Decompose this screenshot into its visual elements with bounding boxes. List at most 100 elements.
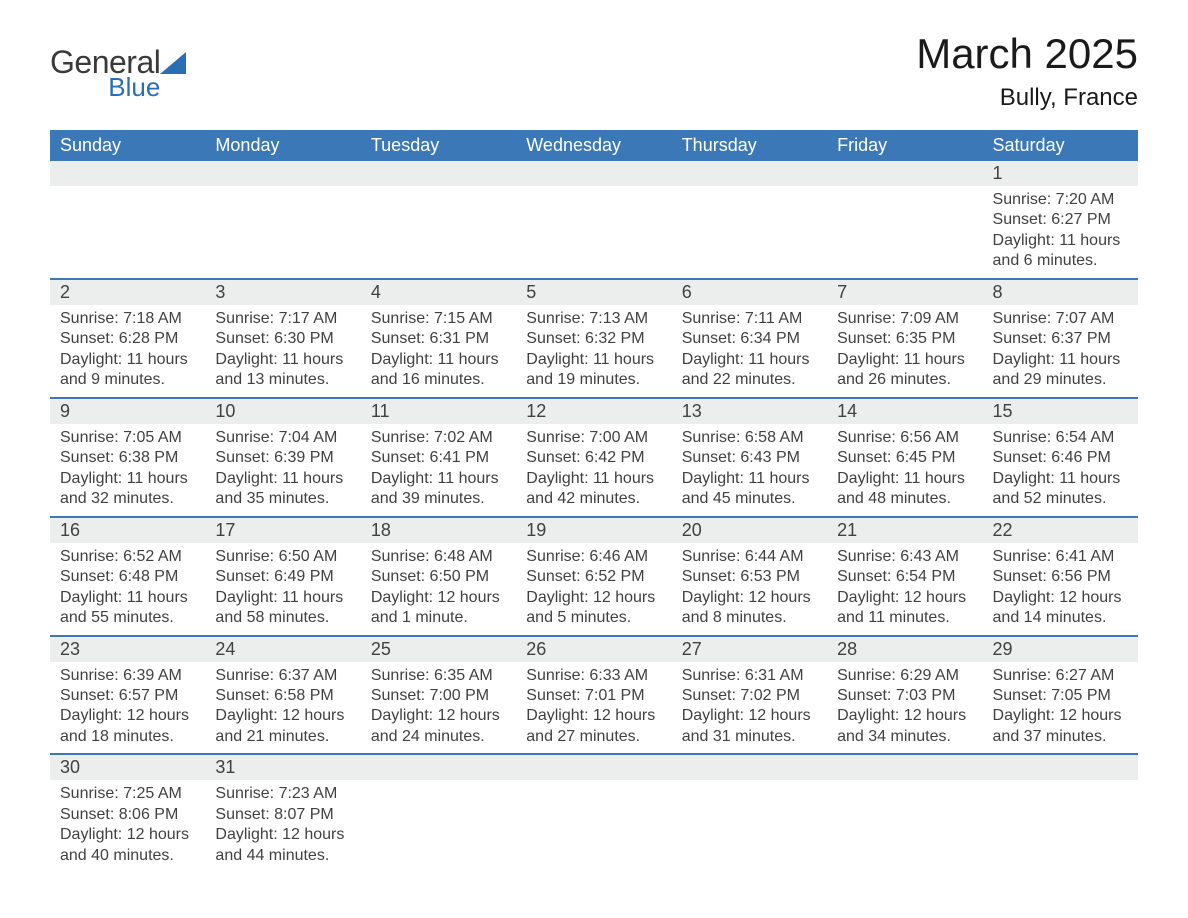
day-number <box>827 755 982 780</box>
calendar-day-cell: 26Sunrise: 6:33 AMSunset: 7:01 PMDayligh… <box>516 636 671 755</box>
day-details: Sunrise: 6:31 AMSunset: 7:02 PMDaylight:… <box>672 662 827 754</box>
calendar-day-cell: 8Sunrise: 7:07 AMSunset: 6:37 PMDaylight… <box>983 279 1138 398</box>
day-sunset: Sunset: 6:52 PM <box>526 567 661 587</box>
calendar-day-cell: 17Sunrise: 6:50 AMSunset: 6:49 PMDayligh… <box>205 517 360 636</box>
calendar-day-cell: 11Sunrise: 7:02 AMSunset: 6:41 PMDayligh… <box>361 398 516 517</box>
day-dl2: and 35 minutes. <box>215 489 350 509</box>
calendar-header-row: SundayMondayTuesdayWednesdayThursdayFrid… <box>50 130 1138 161</box>
day-dl2: and 52 minutes. <box>993 489 1128 509</box>
day-number: 13 <box>672 399 827 424</box>
calendar-week-row: 30Sunrise: 7:25 AMSunset: 8:06 PMDayligh… <box>50 754 1138 872</box>
day-dl1: Daylight: 12 hours <box>526 706 661 726</box>
day-details: Sunrise: 7:11 AMSunset: 6:34 PMDaylight:… <box>672 305 827 397</box>
day-dl1: Daylight: 12 hours <box>993 588 1128 608</box>
day-dl2: and 40 minutes. <box>60 846 195 866</box>
day-sunrise: Sunrise: 6:29 AM <box>837 666 972 686</box>
day-number <box>50 161 205 186</box>
day-number: 14 <box>827 399 982 424</box>
day-sunrise: Sunrise: 6:44 AM <box>682 547 817 567</box>
day-sunrise: Sunrise: 7:18 AM <box>60 309 195 329</box>
day-number <box>983 755 1138 780</box>
day-dl2: and 44 minutes. <box>215 846 350 866</box>
day-dl2: and 27 minutes. <box>526 727 661 747</box>
day-details: Sunrise: 7:15 AMSunset: 6:31 PMDaylight:… <box>361 305 516 397</box>
day-sunrise: Sunrise: 7:13 AM <box>526 309 661 329</box>
calendar-day-cell: 20Sunrise: 6:44 AMSunset: 6:53 PMDayligh… <box>672 517 827 636</box>
day-dl2: and 31 minutes. <box>682 727 817 747</box>
day-details <box>361 780 516 840</box>
day-sunset: Sunset: 6:28 PM <box>60 329 195 349</box>
day-number: 16 <box>50 518 205 543</box>
day-dl1: Daylight: 11 hours <box>60 469 195 489</box>
day-number: 29 <box>983 637 1138 662</box>
day-details: Sunrise: 6:44 AMSunset: 6:53 PMDaylight:… <box>672 543 827 635</box>
calendar-day-cell: 14Sunrise: 6:56 AMSunset: 6:45 PMDayligh… <box>827 398 982 517</box>
day-dl1: Daylight: 12 hours <box>371 588 506 608</box>
day-dl1: Daylight: 11 hours <box>993 231 1128 251</box>
day-details <box>205 186 360 246</box>
day-number <box>516 755 671 780</box>
day-dl1: Daylight: 11 hours <box>837 350 972 370</box>
day-dl2: and 22 minutes. <box>682 370 817 390</box>
calendar-day-cell: 3Sunrise: 7:17 AMSunset: 6:30 PMDaylight… <box>205 279 360 398</box>
day-sunset: Sunset: 6:38 PM <box>60 448 195 468</box>
weekday-header: Monday <box>205 130 360 161</box>
page-header: General Blue March 2025 Bully, France <box>50 30 1138 112</box>
day-sunset: Sunset: 7:00 PM <box>371 686 506 706</box>
day-number <box>361 755 516 780</box>
day-sunset: Sunset: 7:02 PM <box>682 686 817 706</box>
day-number: 11 <box>361 399 516 424</box>
day-dl2: and 24 minutes. <box>371 727 506 747</box>
calendar-day-cell: 28Sunrise: 6:29 AMSunset: 7:03 PMDayligh… <box>827 636 982 755</box>
day-sunrise: Sunrise: 6:41 AM <box>993 547 1128 567</box>
day-details: Sunrise: 7:13 AMSunset: 6:32 PMDaylight:… <box>516 305 671 397</box>
day-dl1: Daylight: 12 hours <box>526 588 661 608</box>
day-sunset: Sunset: 6:50 PM <box>371 567 506 587</box>
day-dl2: and 29 minutes. <box>993 370 1128 390</box>
day-number <box>361 161 516 186</box>
calendar-empty-cell <box>983 754 1138 872</box>
month-title: March 2025 <box>916 30 1138 78</box>
calendar-week-row: 23Sunrise: 6:39 AMSunset: 6:57 PMDayligh… <box>50 636 1138 755</box>
day-dl1: Daylight: 11 hours <box>682 350 817 370</box>
day-dl1: Daylight: 12 hours <box>371 706 506 726</box>
calendar-day-cell: 4Sunrise: 7:15 AMSunset: 6:31 PMDaylight… <box>361 279 516 398</box>
day-details <box>516 780 671 840</box>
day-number <box>672 755 827 780</box>
day-number: 1 <box>983 161 1138 186</box>
day-details <box>50 186 205 246</box>
day-number: 23 <box>50 637 205 662</box>
day-sunset: Sunset: 6:30 PM <box>215 329 350 349</box>
calendar-day-cell: 31Sunrise: 7:23 AMSunset: 8:07 PMDayligh… <box>205 754 360 872</box>
day-sunset: Sunset: 6:41 PM <box>371 448 506 468</box>
day-number: 20 <box>672 518 827 543</box>
day-number: 18 <box>361 518 516 543</box>
day-dl2: and 39 minutes. <box>371 489 506 509</box>
day-number <box>516 161 671 186</box>
calendar-empty-cell <box>672 161 827 279</box>
day-details: Sunrise: 7:23 AMSunset: 8:07 PMDaylight:… <box>205 780 360 872</box>
day-sunrise: Sunrise: 6:54 AM <box>993 428 1128 448</box>
day-number: 21 <box>827 518 982 543</box>
day-dl2: and 14 minutes. <box>993 608 1128 628</box>
day-dl1: Daylight: 11 hours <box>682 469 817 489</box>
day-number: 7 <box>827 280 982 305</box>
day-details: Sunrise: 7:07 AMSunset: 6:37 PMDaylight:… <box>983 305 1138 397</box>
weekday-header: Sunday <box>50 130 205 161</box>
day-number: 30 <box>50 755 205 780</box>
day-sunset: Sunset: 6:53 PM <box>682 567 817 587</box>
day-details: Sunrise: 6:37 AMSunset: 6:58 PMDaylight:… <box>205 662 360 754</box>
day-sunset: Sunset: 6:46 PM <box>993 448 1128 468</box>
day-number <box>205 161 360 186</box>
day-dl1: Daylight: 11 hours <box>371 469 506 489</box>
weekday-header: Wednesday <box>516 130 671 161</box>
calendar-day-cell: 1Sunrise: 7:20 AMSunset: 6:27 PMDaylight… <box>983 161 1138 279</box>
day-details: Sunrise: 6:54 AMSunset: 6:46 PMDaylight:… <box>983 424 1138 516</box>
logo-text: General Blue <box>50 46 160 100</box>
day-sunset: Sunset: 8:07 PM <box>215 805 350 825</box>
calendar-week-row: 1Sunrise: 7:20 AMSunset: 6:27 PMDaylight… <box>50 161 1138 279</box>
day-dl2: and 42 minutes. <box>526 489 661 509</box>
day-details <box>827 186 982 246</box>
day-details: Sunrise: 7:18 AMSunset: 6:28 PMDaylight:… <box>50 305 205 397</box>
calendar-empty-cell <box>361 161 516 279</box>
